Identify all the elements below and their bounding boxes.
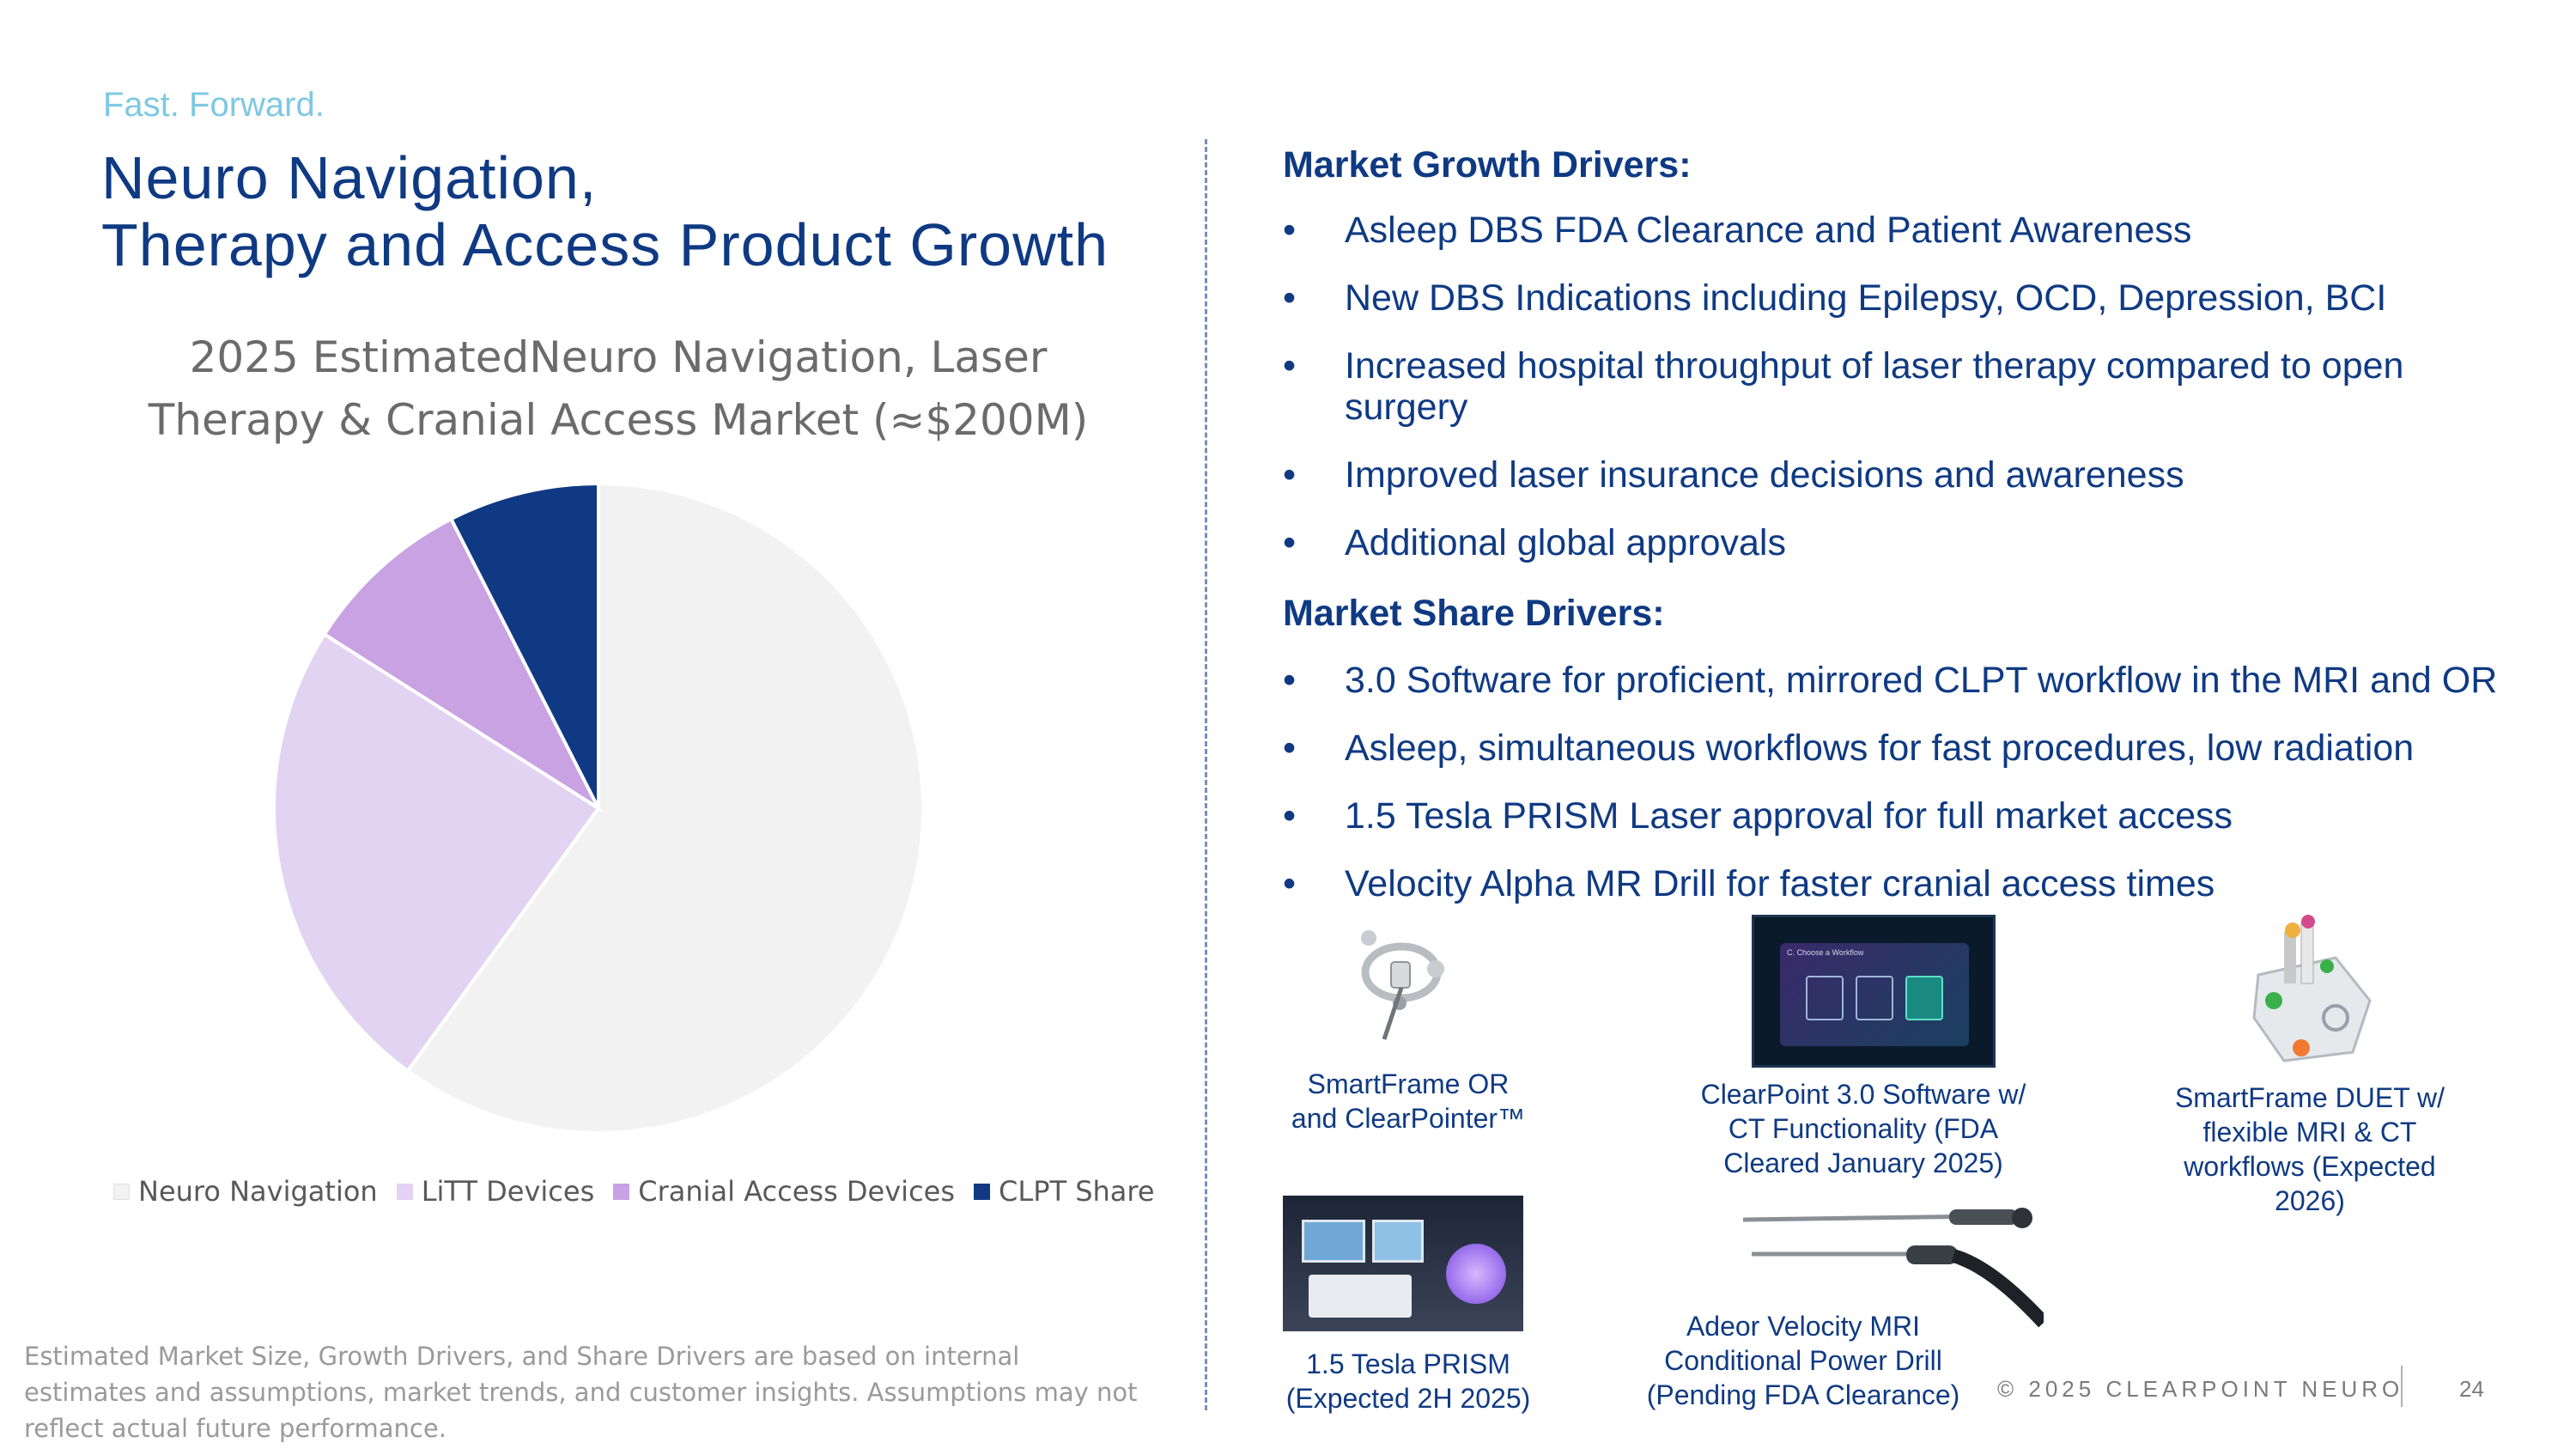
list-item: • Asleep, simultaneous workflows for fast… (1283, 728, 2554, 769)
slide-title: Neuro Navigation, Therapy and Access Pro… (101, 144, 1109, 278)
workflow-tile-icon (1806, 976, 1844, 1020)
legend-swatch (113, 1183, 130, 1200)
pie-slice-neuro-navigation (405, 481, 925, 1135)
pie-slice-cranial-access-devices (322, 516, 604, 813)
list-item-text: Velocity Alpha MR Drill for faster crani… (1345, 863, 2215, 904)
disclaimer-footnote: Estimated Market Size, Growth Drivers, a… (24, 1342, 1138, 1443)
list-item-text: Increased hospital throughput of laser t… (1345, 345, 2404, 428)
software-screen: C. Choose a Workflow (1780, 943, 1969, 1046)
list-item: • 3.0 Software for proficient, mirrored C… (1283, 660, 2554, 701)
screen-text: C. Choose a Workflow (1787, 948, 1864, 957)
list-item-text: 1.5 Tesla PRISM Laser approval for full … (1345, 795, 2233, 837)
legend-label: Cranial Access Devices (638, 1175, 956, 1208)
legend-item-clpt-share: CLPT Share (974, 1175, 1155, 1208)
list-item: • Asleep DBS FDA Clearance and Patient Aw… (1283, 210, 2468, 251)
monitor-icon (1372, 1220, 1424, 1263)
list-item-text: Asleep DBS FDA Clearance and Patient Awa… (1345, 210, 2192, 251)
list-item-text: Additional global approvals (1345, 522, 1786, 563)
chart-legend: Neuro Navigation LiTT Devices Cranial Ac… (113, 1175, 1174, 1208)
bullet-icon: • (1283, 795, 1297, 837)
bullet-icon: • (1283, 454, 1297, 496)
legend-label: CLPT Share (999, 1175, 1155, 1208)
workflow-tile-icon (1856, 976, 1893, 1020)
smartframe-or-caption: SmartFrame OR and ClearPointer™ (1291, 1068, 1526, 1134)
legend-swatch (613, 1183, 630, 1200)
smartframe-or-image (1361, 930, 1444, 1040)
slide-title-line-1: Neuro Navigation, (101, 144, 598, 211)
list-item: • 1.5 Tesla PRISM Laser approval for full… (1283, 795, 2554, 837)
list-item: • Improved laser insurance decisions and … (1283, 454, 2468, 496)
growth-drivers-list: • Asleep DBS FDA Clearance and Patient Aw… (1283, 210, 2468, 563)
list-item-text: New DBS Indications including Epilepsy, … (1345, 277, 2387, 319)
chart-title: 2025 EstimatedNeuro Navigation, Laser Th… (86, 326, 1151, 452)
legend-swatch (396, 1183, 413, 1200)
mri-bore-icon (1446, 1244, 1506, 1304)
prism-system-image (1283, 1196, 1523, 1331)
legend-item-litt-devices: LiTT Devices (396, 1175, 595, 1208)
bullet-icon: • (1283, 522, 1297, 563)
slide-title-line-2: Therapy and Access Product Growth (101, 211, 1109, 278)
bullet-icon: • (1283, 863, 1297, 904)
footer-separator (2401, 1366, 2403, 1407)
legend-item-cranial-access: Cranial Access Devices (613, 1175, 955, 1208)
legend-label: LiTT Devices (421, 1175, 595, 1208)
growth-drivers-heading: Market Growth Drivers: (1283, 144, 1692, 186)
power-drill-caption: Adeor Velocity MRI Conditional Power Dri… (1646, 1311, 1960, 1410)
page-number: 24 (2459, 1376, 2484, 1402)
list-item-text: Improved laser insurance decisions and a… (1345, 454, 2184, 496)
legend-item-neuro-navigation: Neuro Navigation (113, 1175, 378, 1208)
share-drivers-heading: Market Share Drivers: (1283, 593, 1665, 634)
bullet-icon: • (1283, 345, 1297, 387)
list-item-text: 3.0 Software for proficient, mirrored CL… (1345, 660, 2498, 701)
pie-slice-clpt-share (448, 481, 600, 809)
copyright-text: © 2025 CLEARPOINT NEURO (1997, 1376, 2404, 1402)
prism-caption: 1.5 Tesla PRISM (Expected 2H 2025) (1285, 1349, 1531, 1414)
workflow-tile-icon (1905, 976, 1943, 1020)
clearpoint-software-caption: ClearPoint 3.0 Software w/ CT Functional… (1700, 1079, 2026, 1178)
bullet-icon: • (1283, 728, 1297, 769)
clearpoint-software-image: C. Choose a Workflow (1752, 915, 1996, 1068)
legend-label: Neuro Navigation (138, 1175, 378, 1208)
smartframe-duet-caption: SmartFrame DUET w/ flexible MRI & CT wor… (2174, 1082, 2445, 1216)
pie-slice-litt-devices (272, 631, 601, 1074)
tagline: Fast. Forward. (103, 86, 325, 124)
console-icon (1309, 1275, 1412, 1318)
bullet-icon: • (1283, 277, 1297, 319)
monitor-icon (1302, 1220, 1365, 1263)
share-drivers-list: • 3.0 Software for proficient, mirrored C… (1283, 660, 2554, 904)
list-item-text: Asleep, simultaneous workflows for fast … (1345, 728, 2415, 769)
chart-title-line-2: Therapy & Cranial Access Market (≈$200M) (148, 395, 1089, 445)
smartframe-duet-image (2252, 915, 2372, 1062)
power-drill-image (1742, 1208, 2044, 1328)
list-item: • Additional global approvals (1283, 522, 2468, 563)
list-item: • Velocity Alpha MR Drill for faster cran… (1283, 863, 2554, 904)
bullet-icon: • (1283, 660, 1297, 701)
chart-title-line-1: 2025 EstimatedNeuro Navigation, Laser (189, 332, 1048, 382)
column-divider (1205, 139, 1207, 1410)
list-item: • Increased hospital throughput of laser … (1283, 345, 2468, 428)
bullet-icon: • (1283, 210, 1297, 251)
list-item: • New DBS Indications including Epilepsy,… (1283, 277, 2468, 319)
legend-swatch (974, 1183, 991, 1200)
